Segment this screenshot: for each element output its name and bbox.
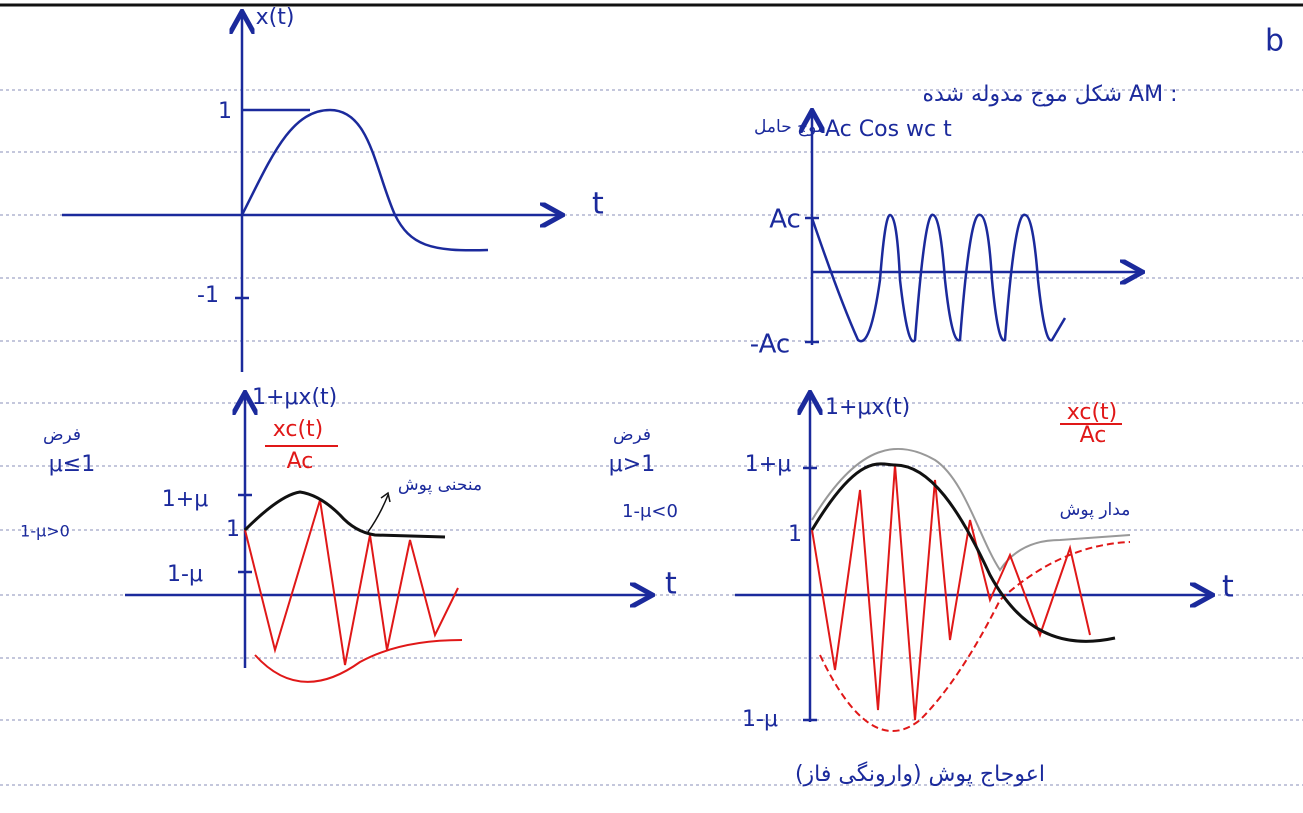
assumption: فرض: [43, 425, 81, 445]
assumption: μ>1: [609, 452, 655, 477]
caption: اعوجاج پوش (وارونگی فاز): [795, 761, 1045, 787]
x-axis-label: t: [665, 567, 677, 602]
carrier-plot: موج حامل Ac Cos wc t Ac -Ac: [750, 113, 1140, 360]
page-letter: b: [1265, 24, 1284, 59]
tick-label: 1: [788, 522, 802, 547]
tick-label: 1+μ: [745, 452, 791, 477]
heading: شکل موج مدوله شده AM :: [923, 82, 1178, 107]
assumption: 1-μ<0: [622, 501, 678, 522]
tick-label: -1: [197, 283, 219, 308]
fraction-denominator: Ac: [1080, 423, 1107, 448]
x-axis-label: t: [1222, 570, 1234, 605]
y-axis-label: 1+μx(t): [252, 385, 337, 410]
assumption: μ≤1: [49, 452, 95, 477]
y-axis-label: x(t): [256, 5, 295, 30]
fraction-numerator: xc(t): [273, 417, 324, 442]
ruled-lines: [0, 5, 1303, 785]
tick-label: 1+μ: [162, 487, 208, 512]
tick-label: 1-μ: [742, 707, 778, 732]
fraction-numerator: xc(t): [1067, 400, 1118, 425]
annotation: مدار پوش: [1060, 500, 1131, 520]
assumption: 1-μ>0: [20, 522, 70, 541]
message-signal-plot: x(t) t 1 -1: [62, 5, 604, 372]
y-axis-label: Ac Cos wc t: [825, 117, 952, 142]
tick-label: 1: [226, 517, 240, 542]
annotation: منحنی پوش: [398, 475, 482, 495]
carrier-note: موج حامل: [754, 117, 826, 137]
tick-label: -Ac: [750, 330, 790, 360]
x-axis-label: t: [592, 187, 604, 222]
am-mu-le-1-plot: 1+μx(t) xc(t) Ac t 1+μ 1 1-μ منحنی پوش ف…: [20, 385, 677, 682]
tick-label: 1-μ: [167, 562, 203, 587]
y-axis-label: 1+μx(t): [825, 395, 910, 420]
notebook-page: b شکل موج مدوله شده AM : x(t) t 1 -1 موج…: [0, 0, 1303, 813]
assumption: فرض: [613, 425, 651, 445]
tick-label: Ac: [769, 205, 801, 235]
am-mu-gt-1-plot: 1+μx(t) xc(t) Ac t 1+μ 1 1-μ مدار پوش فر…: [609, 395, 1234, 787]
fraction-denominator: Ac: [287, 449, 314, 474]
tick-label: 1: [218, 99, 232, 124]
